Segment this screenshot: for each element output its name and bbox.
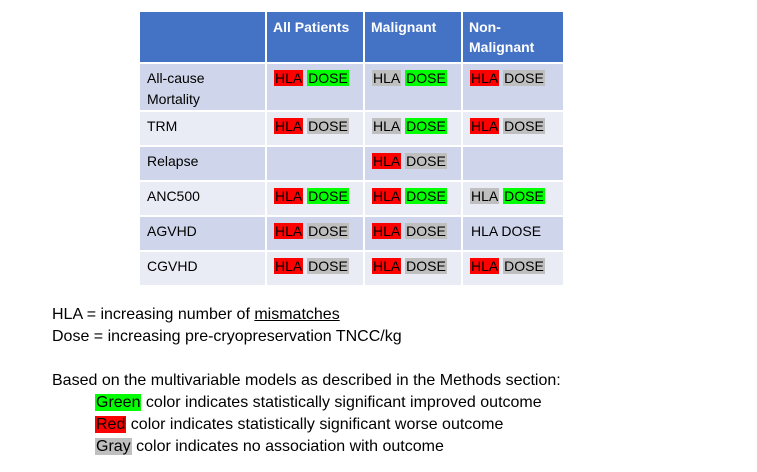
factor-tag: DOSE xyxy=(405,223,447,239)
result-cell: HLA DOSE xyxy=(363,145,463,182)
result-cell: HLA DOSE xyxy=(363,250,463,287)
factor-tag: HLA xyxy=(372,118,402,134)
factor-tag: DOSE xyxy=(503,258,545,274)
results-table: All Patients Malignant Non- Malignant Al… xyxy=(138,10,565,287)
result-cell: HLA DOSE xyxy=(363,215,463,252)
factor-tag: DOSE xyxy=(405,70,447,86)
result-cell: HLA DOSE xyxy=(461,250,565,287)
green-legend: Green color indicates statistically sign… xyxy=(52,392,561,414)
red-legend-text: color indicates statistically significan… xyxy=(126,416,504,433)
table-row: CGVHD HLA DOSE HLA DOSE HLA DOSE xyxy=(138,250,565,287)
result-cell: HLA DOSE xyxy=(363,110,463,147)
table-row: AGVHD HLA DOSE HLA DOSE HLA DOSE xyxy=(138,215,565,252)
table-row: ANC500 HLA DOSE HLA DOSE HLA DOSE xyxy=(138,180,565,217)
gray-swatch-word: Gray xyxy=(95,438,132,455)
hla-definition-text: HLA = increasing number of xyxy=(52,306,255,323)
table-row: Relapse HLA DOSE xyxy=(138,145,565,182)
green-swatch-word: Green xyxy=(95,394,142,411)
header-malignant: Malignant xyxy=(363,10,463,64)
result-cell: HLA DOSE xyxy=(461,215,565,252)
header-all-patients: All Patients xyxy=(265,10,365,64)
factor-tag: DOSE xyxy=(307,258,349,274)
factor-tag: HLA xyxy=(470,70,500,86)
result-cell: HLA DOSE xyxy=(363,180,463,217)
result-cell xyxy=(265,145,365,182)
factor-tag: HLA xyxy=(372,70,402,86)
result-cell: HLA DOSE xyxy=(265,110,365,147)
factor-tag: DOSE xyxy=(307,118,349,134)
row-label: All-cause Mortality xyxy=(138,62,267,112)
result-cell: HLA DOSE xyxy=(265,180,365,217)
factor-tag: HLA xyxy=(274,70,304,86)
red-legend: Red color indicates statistically signif… xyxy=(52,414,561,436)
result-cell: HLA DOSE xyxy=(461,110,565,147)
factor-tag: HLA xyxy=(372,153,402,169)
mismatches-word: mismatches xyxy=(254,306,340,323)
result-cell xyxy=(461,145,565,182)
row-label: Relapse xyxy=(138,145,267,182)
header-row: All Patients Malignant Non- Malignant xyxy=(138,10,565,64)
table-row: TRM HLA DOSE HLA DOSE HLA DOSE xyxy=(138,110,565,147)
header-non-malignant: Non- Malignant xyxy=(461,10,565,64)
table-row: All-cause Mortality HLA DOSE HLA DOSE HLA D… xyxy=(138,62,565,112)
row-label: ANC500 xyxy=(138,180,267,217)
factor-tag: HLA xyxy=(372,258,402,274)
factor-tag: DOSE xyxy=(405,258,447,274)
factor-tag: HLA xyxy=(372,188,402,204)
factor-tag: HLA xyxy=(470,118,500,134)
factor-tag: HLA xyxy=(470,188,500,204)
gray-legend: Gray color indicates no association with… xyxy=(52,436,561,458)
factor-tag: HLA xyxy=(470,258,500,274)
factor-tag: HLA xyxy=(274,258,304,274)
factor-tag: DOSE xyxy=(307,223,349,239)
hla-definition: HLA = increasing number of mismatches xyxy=(52,304,561,326)
row-label: TRM xyxy=(138,110,267,147)
factor-tag: HLA DOSE xyxy=(471,223,542,239)
red-swatch-word: Red xyxy=(95,416,127,433)
result-cell: HLA DOSE xyxy=(265,250,365,287)
header-corner xyxy=(138,10,267,64)
gray-legend-text: color indicates no association with outc… xyxy=(131,438,444,455)
result-cell: HLA DOSE xyxy=(461,180,565,217)
row-label: CGVHD xyxy=(138,250,267,287)
factor-tag: HLA xyxy=(274,223,304,239)
factor-tag: DOSE xyxy=(503,188,545,204)
factor-tag: DOSE xyxy=(503,118,545,134)
row-label: AGVHD xyxy=(138,215,267,252)
dose-definition: Dose = increasing pre-cryopreservation T… xyxy=(52,328,402,345)
factor-tag: DOSE xyxy=(405,153,447,169)
green-legend-text: color indicates statistically significan… xyxy=(141,394,542,411)
factor-tag: DOSE xyxy=(307,70,349,86)
result-cell: HLA DOSE xyxy=(265,215,365,252)
result-cell: HLA DOSE xyxy=(461,62,565,112)
factor-tag: DOSE xyxy=(405,118,447,134)
factor-tag: HLA xyxy=(274,188,304,204)
result-cell: HLA DOSE xyxy=(363,62,463,112)
factor-tag: HLA xyxy=(274,118,304,134)
legend-notes: HLA = increasing number of mismatches Do… xyxy=(52,304,561,458)
models-intro: Based on the multivariable models as des… xyxy=(52,372,561,389)
factor-tag: DOSE xyxy=(503,70,545,86)
factor-tag: DOSE xyxy=(307,188,349,204)
factor-tag: HLA xyxy=(372,223,402,239)
factor-tag: DOSE xyxy=(405,188,447,204)
result-cell: HLA DOSE xyxy=(265,62,365,112)
